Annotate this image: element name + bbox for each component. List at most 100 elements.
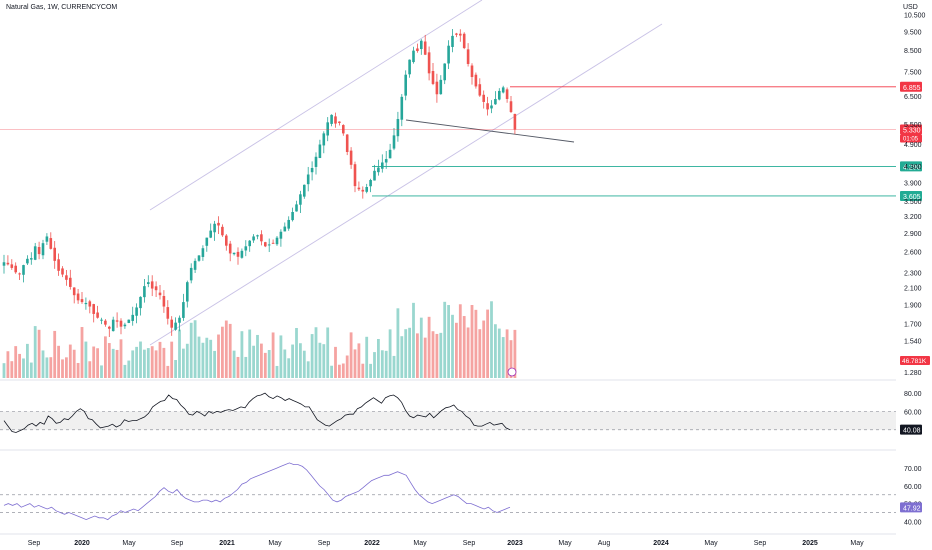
candle-body bbox=[279, 231, 283, 239]
volume-bar bbox=[123, 364, 127, 378]
horizontal-levels: 6.855 5.330 01:05 4.290 3.605 46.781K bbox=[0, 81, 930, 365]
candle-body bbox=[236, 251, 240, 257]
candle-body bbox=[30, 258, 33, 260]
volume-bar bbox=[306, 361, 310, 378]
time-tick-label: May bbox=[268, 540, 282, 547]
candles bbox=[2, 28, 517, 337]
volume-bar bbox=[185, 343, 189, 378]
volume-bar bbox=[318, 342, 322, 378]
candle-body bbox=[49, 238, 53, 249]
candle-body bbox=[123, 324, 127, 327]
indicator-tick-label: 80.00 bbox=[904, 391, 922, 398]
candle-body bbox=[22, 265, 25, 275]
volume-bar bbox=[10, 361, 14, 378]
candle-body bbox=[240, 250, 244, 258]
price-tick-label: 7.500 bbox=[904, 70, 922, 77]
candle-body bbox=[104, 320, 107, 325]
price-tick-label: 4.300 bbox=[904, 164, 922, 171]
candle-body bbox=[248, 240, 251, 247]
volume-bar bbox=[341, 363, 345, 378]
neckline bbox=[405, 119, 575, 143]
volume-bar bbox=[291, 344, 294, 378]
candle-body bbox=[326, 122, 329, 136]
volume-bar bbox=[150, 346, 154, 378]
volume-bar bbox=[143, 349, 146, 378]
volume-bar bbox=[178, 329, 181, 378]
volume-bar bbox=[353, 349, 357, 378]
time-tick-label: 2024 bbox=[653, 540, 669, 547]
candle-body bbox=[2, 262, 6, 266]
volume-bar bbox=[334, 346, 337, 378]
candle-body bbox=[57, 259, 60, 271]
candle-body bbox=[135, 307, 138, 316]
price-tick-label: 1.900 bbox=[904, 303, 922, 310]
volume-bar bbox=[365, 336, 369, 378]
volume-bar bbox=[295, 327, 298, 378]
volume-bar bbox=[57, 345, 60, 378]
time-tick-label: Sep bbox=[171, 540, 184, 547]
candle-body bbox=[18, 273, 21, 275]
volume-bar bbox=[486, 309, 489, 378]
volume-bar bbox=[162, 347, 166, 378]
indicator-last-tag bbox=[900, 424, 922, 435]
volume-bar bbox=[482, 320, 486, 378]
volume-bar bbox=[310, 334, 314, 378]
candle-body bbox=[189, 267, 193, 281]
volume-bar bbox=[104, 336, 107, 378]
rsi-line bbox=[3, 392, 511, 433]
volume-bar bbox=[115, 349, 119, 378]
candle-body bbox=[431, 71, 435, 84]
volume-bar bbox=[146, 348, 150, 378]
candle-body bbox=[318, 144, 322, 159]
volume-bar bbox=[263, 352, 267, 378]
volume-bar bbox=[275, 365, 279, 378]
indicator-tick-label: 40.00 bbox=[904, 519, 922, 526]
candle-body bbox=[225, 235, 228, 246]
rsi-pane: 80.00 60.00 40.08 bbox=[0, 391, 922, 451]
price-tick-label: 3.900 bbox=[904, 181, 922, 188]
price-tick-label: 3.200 bbox=[904, 214, 922, 221]
volume-bar bbox=[244, 356, 248, 378]
volume-bar bbox=[404, 329, 408, 378]
candle-body bbox=[154, 286, 158, 291]
indicator-last-label: 40.08 bbox=[903, 428, 921, 435]
candle-body bbox=[201, 248, 205, 257]
volume-bar bbox=[213, 350, 216, 378]
volume-bar bbox=[41, 350, 45, 378]
lightning-icon bbox=[507, 367, 517, 377]
candle-body bbox=[45, 236, 49, 242]
volume-bar bbox=[513, 329, 517, 378]
candle-body bbox=[108, 326, 111, 329]
volume-bar bbox=[408, 327, 411, 378]
price-level-sub-tag bbox=[900, 134, 922, 143]
volume-bar bbox=[205, 337, 209, 378]
volume-bar bbox=[373, 352, 376, 378]
candle-body bbox=[435, 81, 439, 95]
price-tick-label: 9.500 bbox=[904, 29, 922, 36]
volume-bar bbox=[127, 360, 131, 378]
candle-body bbox=[170, 319, 173, 328]
volume-bar bbox=[240, 331, 244, 378]
candle-body bbox=[474, 74, 478, 87]
candle-body bbox=[338, 121, 341, 123]
time-axis: Sep 2020 May Sep 2021 May Sep 2022 May Sep 2023 May… bbox=[28, 367, 864, 547]
volume-bar bbox=[423, 337, 427, 378]
candle-body bbox=[166, 307, 170, 319]
volume-bar bbox=[84, 341, 88, 378]
volume-bar bbox=[470, 305, 474, 378]
candle-body bbox=[295, 204, 298, 212]
candle-body bbox=[501, 87, 505, 93]
price-level-label: 4.290 bbox=[903, 164, 921, 171]
candle-body bbox=[322, 133, 326, 146]
price-level-label: 3.605 bbox=[903, 194, 921, 201]
volume-bar bbox=[232, 350, 236, 378]
volume-bar bbox=[299, 343, 302, 378]
volume-bar bbox=[490, 301, 493, 378]
volume-bar bbox=[29, 362, 33, 378]
volume-bar bbox=[174, 359, 177, 378]
indicator-tick-label: 60.00 bbox=[904, 409, 922, 416]
volume-bar bbox=[2, 363, 6, 378]
volume-bar bbox=[100, 365, 103, 378]
volume-bar bbox=[439, 332, 443, 378]
candle-body bbox=[186, 282, 189, 302]
